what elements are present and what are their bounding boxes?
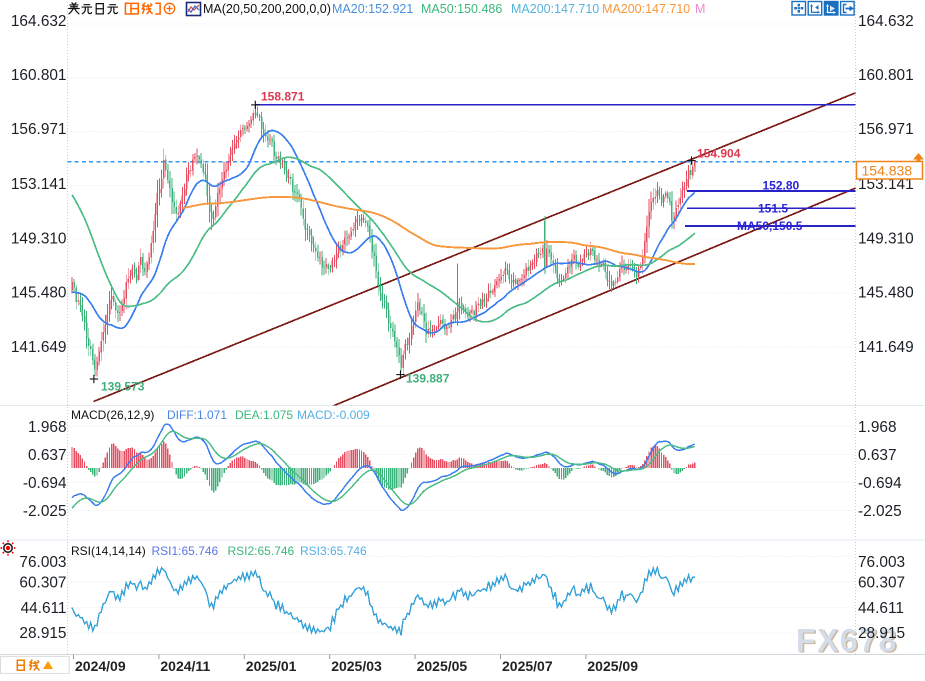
svg-text:FX678: FX678 bbox=[796, 623, 898, 659]
svg-text:2024/11: 2024/11 bbox=[160, 658, 210, 674]
svg-text:MA(20,50,200,200,0,0): MA(20,50,200,200,0,0) bbox=[203, 2, 331, 16]
svg-text:-2.025: -2.025 bbox=[858, 503, 902, 520]
svg-text:152.80: 152.80 bbox=[763, 179, 800, 193]
svg-text:1.968: 1.968 bbox=[858, 419, 897, 436]
svg-text:-2.025: -2.025 bbox=[23, 503, 67, 520]
svg-text:MA200:147.710: MA200:147.710 bbox=[602, 2, 690, 16]
svg-text:2025/09: 2025/09 bbox=[587, 658, 638, 674]
svg-text:145.480: 145.480 bbox=[11, 285, 67, 302]
svg-text:2025/05: 2025/05 bbox=[417, 658, 468, 674]
svg-text:RSI1:65.746: RSI1:65.746 bbox=[152, 544, 219, 558]
svg-text:MACD:-0.009: MACD:-0.009 bbox=[297, 408, 370, 422]
svg-text:0.637: 0.637 bbox=[858, 447, 897, 464]
svg-text:44.611: 44.611 bbox=[21, 600, 67, 617]
svg-text:60.307: 60.307 bbox=[858, 575, 905, 592]
svg-text:FX678: FX678 bbox=[798, 624, 900, 660]
svg-text:M: M bbox=[695, 2, 705, 16]
svg-text:44.611: 44.611 bbox=[858, 600, 904, 617]
svg-text:153.141: 153.141 bbox=[11, 176, 67, 193]
svg-text:2025/03: 2025/03 bbox=[331, 658, 382, 674]
svg-text:2025/01: 2025/01 bbox=[246, 658, 297, 674]
svg-text:158.871: 158.871 bbox=[261, 90, 305, 104]
svg-text:DEA:1.075: DEA:1.075 bbox=[235, 408, 293, 422]
svg-text:151.5: 151.5 bbox=[758, 201, 788, 215]
svg-text:149.310: 149.310 bbox=[11, 231, 67, 248]
svg-text:MACD(26,12,9): MACD(26,12,9) bbox=[71, 408, 154, 422]
svg-text:160.801: 160.801 bbox=[11, 67, 67, 84]
svg-text:139.887: 139.887 bbox=[406, 372, 450, 386]
svg-text:RSI2:65.746: RSI2:65.746 bbox=[228, 544, 295, 558]
svg-text:164.632: 164.632 bbox=[858, 13, 914, 30]
svg-text:141.649: 141.649 bbox=[11, 339, 67, 356]
svg-text:160.801: 160.801 bbox=[858, 67, 914, 84]
svg-text:2024/09: 2024/09 bbox=[75, 658, 126, 674]
svg-text:154.904: 154.904 bbox=[697, 147, 741, 161]
svg-text:-0.694: -0.694 bbox=[858, 475, 902, 492]
svg-text:149.310: 149.310 bbox=[858, 231, 914, 248]
svg-text:153.141: 153.141 bbox=[858, 176, 914, 193]
svg-text:141.649: 141.649 bbox=[858, 339, 914, 356]
svg-text:MA50,150.5: MA50,150.5 bbox=[737, 219, 803, 233]
svg-text:60.307: 60.307 bbox=[19, 575, 66, 592]
svg-text:76.003: 76.003 bbox=[858, 554, 905, 571]
svg-text:164.632: 164.632 bbox=[11, 13, 67, 30]
svg-text:MA50:150.486: MA50:150.486 bbox=[421, 2, 502, 16]
svg-text:0.637: 0.637 bbox=[28, 447, 67, 464]
svg-text:156.971: 156.971 bbox=[11, 121, 67, 138]
svg-text:RSI3:65.746: RSI3:65.746 bbox=[300, 544, 367, 558]
svg-text:154.838: 154.838 bbox=[862, 163, 913, 179]
svg-text:139.573: 139.573 bbox=[101, 380, 145, 394]
svg-text:DIFF:1.071: DIFF:1.071 bbox=[167, 408, 227, 422]
svg-text:76.003: 76.003 bbox=[19, 554, 66, 571]
svg-text:-0.694: -0.694 bbox=[23, 475, 67, 492]
svg-text:28.915: 28.915 bbox=[858, 625, 905, 642]
svg-text:RSI(14,14,14): RSI(14,14,14) bbox=[71, 544, 146, 558]
svg-text:MA20:152.921: MA20:152.921 bbox=[332, 2, 413, 16]
svg-text:1.968: 1.968 bbox=[28, 419, 67, 436]
svg-text:28.915: 28.915 bbox=[19, 625, 66, 642]
svg-text:145.480: 145.480 bbox=[858, 285, 914, 302]
svg-text:2025/07: 2025/07 bbox=[502, 658, 553, 674]
svg-text:156.971: 156.971 bbox=[858, 121, 914, 138]
svg-text:MA200:147.710: MA200:147.710 bbox=[511, 2, 599, 16]
